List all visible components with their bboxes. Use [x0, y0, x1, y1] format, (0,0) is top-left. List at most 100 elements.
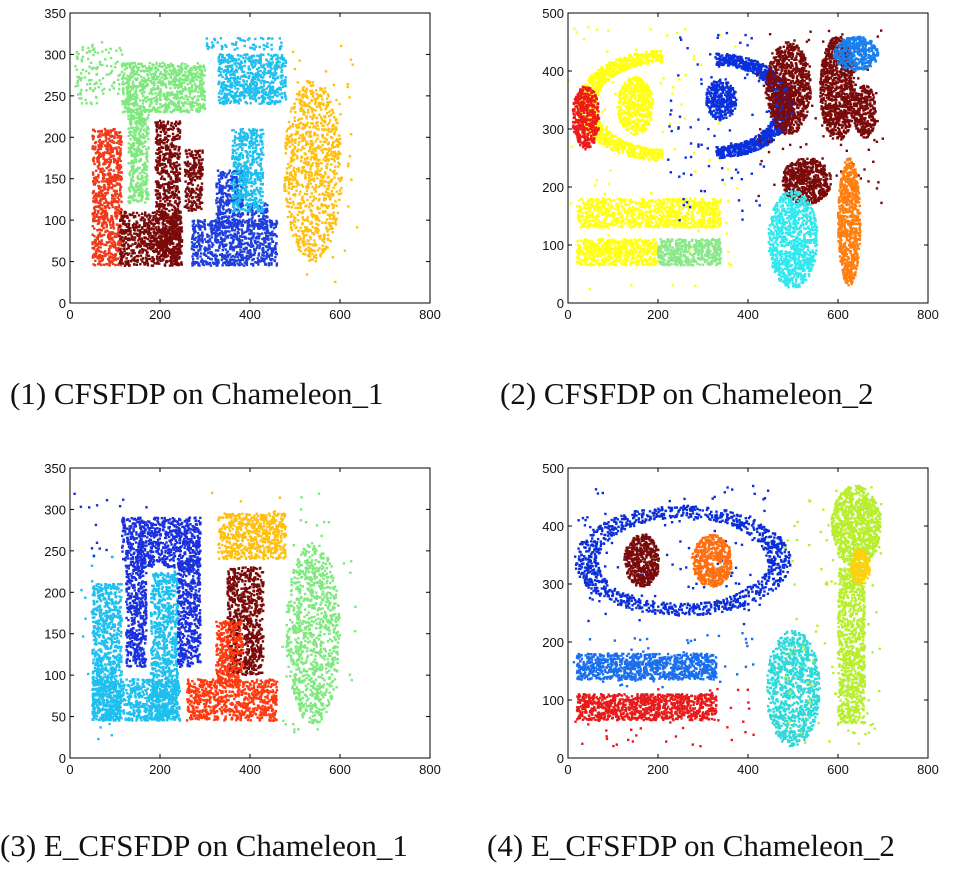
data-point [157, 240, 160, 244]
data-point [236, 54, 240, 57]
data-point [106, 142, 109, 146]
data-point [97, 154, 101, 157]
data-point [239, 261, 242, 264]
data-point [222, 204, 225, 208]
data-point [237, 102, 241, 105]
data-point [260, 225, 263, 229]
data-point [97, 146, 101, 149]
data-point [121, 216, 124, 220]
data-point [126, 111, 130, 114]
data-point [141, 227, 144, 230]
data-point [128, 200, 132, 203]
data-point [154, 87, 158, 90]
data-point [84, 98, 87, 102]
data-point [147, 193, 150, 196]
data-point [143, 85, 147, 88]
data-point [173, 171, 176, 174]
data-point [175, 161, 178, 164]
data-point [97, 167, 100, 170]
data-point [162, 111, 166, 114]
data-point [164, 169, 167, 173]
data-point [127, 114, 130, 118]
data-point [128, 252, 131, 255]
data-point [93, 162, 96, 166]
data-point [91, 241, 94, 244]
data-point [155, 201, 158, 204]
data-point [192, 167, 196, 170]
data-point [139, 107, 142, 111]
data-point [180, 85, 183, 89]
data-point [160, 204, 163, 208]
data-point [153, 83, 156, 86]
data-point [251, 225, 254, 228]
data-point [135, 148, 138, 151]
data-point [201, 97, 204, 101]
data-point [159, 213, 162, 217]
data-point [218, 210, 222, 213]
data-point [104, 135, 107, 138]
data-point [96, 219, 99, 222]
data-point [165, 240, 168, 243]
data-point [163, 136, 167, 139]
data-point [224, 226, 227, 229]
data-point [166, 134, 169, 138]
data-point [244, 230, 247, 234]
data-point [163, 243, 167, 247]
data-point [164, 249, 167, 252]
data-point [239, 235, 242, 238]
data-point [99, 233, 103, 237]
data-point [141, 121, 144, 124]
data-point [96, 150, 99, 154]
data-point [94, 259, 97, 262]
data-point [151, 249, 155, 252]
data-point [236, 77, 240, 80]
data-point [200, 65, 203, 69]
data-point [130, 237, 133, 241]
data-point [200, 207, 203, 211]
data-point [197, 219, 200, 222]
data-point [168, 209, 171, 213]
data-point [246, 241, 249, 245]
data-point [115, 235, 119, 238]
data-point [174, 189, 177, 193]
data-point [164, 144, 168, 147]
data-point [213, 224, 216, 227]
data-point [154, 219, 158, 222]
data-point [215, 201, 218, 205]
data-point [153, 78, 157, 81]
data-point [191, 201, 194, 204]
data-point [225, 182, 228, 185]
data-point [170, 145, 174, 148]
data-point [162, 94, 165, 98]
data-point [102, 173, 105, 176]
data-point [186, 187, 190, 190]
data-point [139, 263, 142, 266]
data-point [231, 176, 234, 179]
data-point [154, 180, 158, 183]
data-point [175, 208, 178, 212]
data-point [172, 73, 175, 76]
data-point [232, 258, 235, 261]
data-point [191, 191, 194, 194]
data-point [270, 87, 274, 90]
data-point [162, 104, 166, 107]
data-point [101, 50, 104, 53]
data-point [125, 214, 129, 218]
data-point [165, 234, 168, 238]
data-point [215, 192, 219, 195]
data-point [156, 180, 159, 183]
data-point [114, 62, 117, 65]
data-point [112, 141, 115, 144]
data-point [177, 102, 181, 105]
data-point [127, 233, 130, 236]
data-point [112, 87, 115, 90]
data-point [176, 250, 180, 254]
data-point [168, 148, 172, 152]
data-point [114, 245, 117, 248]
data-point [132, 83, 135, 86]
data-point [129, 170, 132, 173]
data-point [222, 208, 225, 211]
data-point [243, 221, 247, 224]
data-point [155, 128, 158, 131]
data-point [236, 180, 239, 183]
